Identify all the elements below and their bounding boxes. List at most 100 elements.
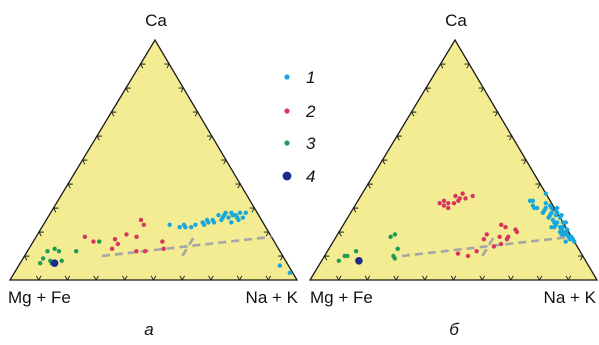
corner-label-top-a: Ca <box>145 11 167 30</box>
data-point-group-2 <box>446 201 451 206</box>
side-tick <box>208 275 214 281</box>
data-point-group-3 <box>59 258 64 263</box>
data-point-group-1 <box>540 210 546 215</box>
dividers-layer-b <box>401 235 572 258</box>
data-point-group-1 <box>549 225 554 230</box>
side-tick <box>492 111 499 117</box>
data-point-group-3 <box>395 246 400 251</box>
data-point-group-2 <box>506 234 511 239</box>
side-tick <box>506 135 513 141</box>
data-point-group-3 <box>56 249 62 254</box>
ternary-panel-b: Ca Mg + Fe Na + K б <box>308 11 599 339</box>
data-point-group-3 <box>342 253 347 259</box>
divider-line-1 <box>401 235 572 258</box>
data-point-group-2 <box>474 249 479 254</box>
side-tick <box>393 275 399 281</box>
legend-label-2: 2 <box>305 102 316 121</box>
side-tick <box>479 275 485 281</box>
data-point-group-1 <box>559 213 564 218</box>
side-tick <box>450 275 457 281</box>
data-point-group-1 <box>562 232 567 237</box>
side-tick <box>206 135 213 141</box>
data-point-group-2 <box>481 237 487 242</box>
data-point-group-2 <box>441 198 447 203</box>
data-point-group-2 <box>455 251 461 256</box>
data-point-group-3 <box>388 234 393 239</box>
data-point-group-3 <box>353 249 359 254</box>
data-point-group-2 <box>453 193 458 199</box>
data-point-group-1 <box>287 270 293 275</box>
data-point-group-2 <box>503 225 508 230</box>
side-tick <box>236 275 243 281</box>
data-point-group-2 <box>460 191 465 196</box>
side-tick <box>338 231 344 237</box>
ternary-panel-a: Ca Mg + Fe Na + K а <box>8 11 299 339</box>
points-layer-a <box>38 210 293 275</box>
side-tick <box>178 87 185 93</box>
side-tick <box>64 275 71 281</box>
data-point-group-2 <box>463 196 468 201</box>
corner-label-left-a: Mg + Fe <box>8 288 71 307</box>
data-point-group-3 <box>392 232 398 237</box>
side-tick <box>164 63 170 69</box>
side-tick <box>565 275 572 281</box>
side-tick <box>577 255 584 261</box>
side-tick <box>521 159 527 165</box>
data-point-group-1 <box>226 215 231 220</box>
legend: 1 2 3 4 <box>282 68 316 186</box>
data-point-group-2 <box>497 234 502 239</box>
data-point-group-1 <box>188 225 194 230</box>
data-point-group-1 <box>547 203 553 208</box>
side-tick <box>277 255 284 261</box>
data-point-group-2 <box>441 203 447 208</box>
side-tick <box>367 183 373 189</box>
data-point-group-1 <box>570 237 576 242</box>
side-tick <box>52 207 59 213</box>
data-point-group-2 <box>437 201 442 206</box>
ticks-layer-b <box>323 63 584 281</box>
data-point-group-2 <box>142 249 148 254</box>
side-tick <box>38 231 44 237</box>
corner-label-right-b: Na + K <box>544 288 597 307</box>
data-point-group-2 <box>112 237 118 242</box>
data-point-group-2 <box>115 241 121 247</box>
side-tick <box>67 183 73 189</box>
data-point-group-1 <box>534 205 540 211</box>
side-tick <box>335 275 342 281</box>
data-point-group-1 <box>563 220 568 225</box>
data-point-group-3 <box>52 246 57 251</box>
data-point-group-2 <box>109 246 115 251</box>
data-point-group-1 <box>229 220 234 225</box>
side-tick <box>478 87 485 93</box>
data-point-group-1 <box>200 220 205 225</box>
data-point-group-1 <box>181 222 187 227</box>
data-point-group-2 <box>456 198 461 203</box>
side-tick <box>235 183 241 189</box>
data-point-group-1 <box>527 198 533 203</box>
data-point-group-1 <box>563 239 568 244</box>
data-point-group-3 <box>336 258 342 263</box>
data-point-group-2 <box>124 232 129 237</box>
side-tick <box>192 111 199 117</box>
legend-marker-3 <box>284 140 290 146</box>
side-tick <box>410 111 417 117</box>
side-tick <box>535 183 541 189</box>
data-point-group-2 <box>160 239 165 244</box>
side-tick <box>536 275 543 281</box>
ticks-layer-a <box>23 63 284 281</box>
side-tick <box>381 159 388 165</box>
divider-line-2 <box>481 236 496 257</box>
side-tick <box>179 275 185 281</box>
side-tick <box>35 275 42 281</box>
side-tick <box>139 63 146 69</box>
data-point-group-1 <box>234 215 240 220</box>
data-point-group-2 <box>499 222 504 227</box>
data-point-group-3 <box>97 239 102 244</box>
data-point-group-2 <box>161 246 166 251</box>
corner-label-top-b: Ca <box>445 11 467 30</box>
side-tick <box>425 87 431 93</box>
side-tick <box>352 207 359 213</box>
data-point-group-2 <box>484 232 489 237</box>
side-tick <box>508 275 514 281</box>
side-tick <box>265 275 272 281</box>
